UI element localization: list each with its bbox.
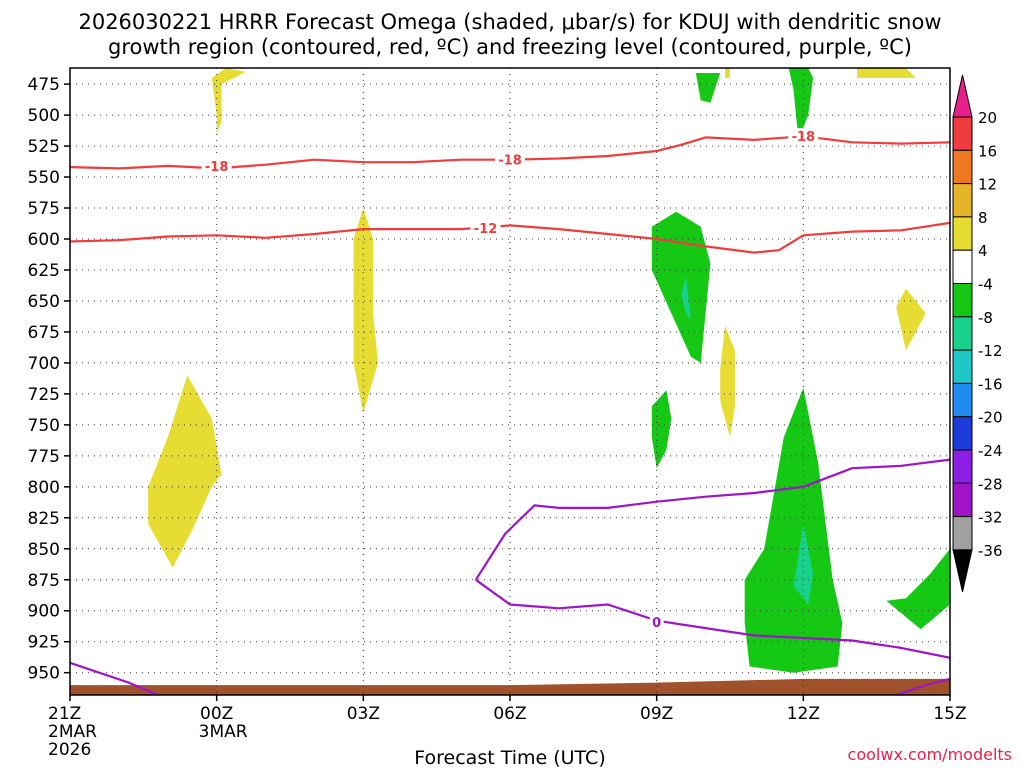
colorbar-swatch xyxy=(952,149,973,185)
dgz-upper-label-3-bg xyxy=(788,128,819,144)
y-tick-label: 525 xyxy=(28,137,60,157)
y-tick-label: 500 xyxy=(28,106,60,126)
x-axis-title: Forecast Time (UTC) xyxy=(414,747,605,768)
credit-text: coolwx.com/modelts xyxy=(848,745,1012,764)
colorbar-swatch xyxy=(952,216,973,251)
colorbar-label: -12 xyxy=(978,342,1003,360)
x-tick-label: 00Z xyxy=(200,704,233,724)
y-tick-label: 675 xyxy=(28,323,60,343)
colorbar-label: -16 xyxy=(978,375,1003,393)
y-tick-label: 625 xyxy=(28,261,60,281)
chart-title-line1: 2026030221 HRRR Forecast Omega (shaded, … xyxy=(78,10,941,34)
freezing-level-contour-bottom-right xyxy=(895,677,950,695)
x-tick-label: 15Z xyxy=(933,704,966,724)
colorbar-label: -32 xyxy=(978,509,1003,527)
omega-region-pos-5 xyxy=(857,68,916,78)
y-axis: 475 500 525 550 575 600 625 650 675 700 725 750 775 8… xyxy=(28,75,70,684)
dgz-lower-label-bg xyxy=(470,219,501,235)
colorbar-swatch xyxy=(952,116,973,151)
freezing-level-contour-bottom xyxy=(70,661,159,695)
colorbar-swatch xyxy=(952,316,973,351)
dgz-upper-label-1: -18 xyxy=(205,160,229,175)
dgz-lower-label: -12 xyxy=(474,222,498,237)
colorbar-label: -24 xyxy=(978,442,1003,460)
omega-region-neg-9 xyxy=(695,73,721,103)
x-tick-label: 03Z xyxy=(347,704,380,724)
y-tick-label: 650 xyxy=(28,292,60,312)
omega-region-neg-10 xyxy=(788,68,814,140)
freezing-level-contour-lower xyxy=(475,578,950,659)
x-tick-label: 2026 xyxy=(48,740,91,760)
colorbar-swatch xyxy=(952,349,973,384)
y-tick-label: 800 xyxy=(28,478,60,498)
colorbar-label: 4 xyxy=(978,242,988,260)
omega-region-neg-13 xyxy=(793,524,814,605)
colorbar-swatch xyxy=(952,382,973,418)
freezing-label: 0 xyxy=(652,616,661,631)
colorbar-label: 20 xyxy=(978,109,997,127)
omega-region-pos-4 xyxy=(896,288,926,351)
omega-region-pos-2 xyxy=(148,375,222,568)
y-tick-label: 550 xyxy=(28,168,60,188)
colorbar-swatch xyxy=(952,482,973,518)
omega-region-neg-8 xyxy=(651,390,672,469)
x-tick-label: 09Z xyxy=(640,704,673,724)
colorbar-label: -20 xyxy=(978,409,1003,427)
y-tick-label: 850 xyxy=(28,540,60,560)
colorbar-swatch xyxy=(952,449,973,484)
x-tick-label: 3MAR xyxy=(199,722,248,742)
colorbar-bottom-arrow xyxy=(952,549,973,593)
dgz-lower-contour xyxy=(70,221,950,254)
colorbar-swatch xyxy=(952,416,973,451)
y-tick-label: 775 xyxy=(28,447,60,467)
colorbar-swatch xyxy=(952,516,973,551)
colorbar-label: 12 xyxy=(978,176,997,194)
colorbar-label: -36 xyxy=(978,542,1003,560)
x-tick-label: 21Z xyxy=(48,704,81,724)
omega-region-neg-11 xyxy=(744,387,843,673)
freezing-level-contour-upper xyxy=(474,458,950,581)
x-tick-label: 12Z xyxy=(787,704,820,724)
contour-lines: -18 -18 -18 -12 0 xyxy=(70,128,950,695)
colorbar-swatch xyxy=(952,183,973,218)
freezing-label-bg xyxy=(649,613,664,629)
y-tick-label: 725 xyxy=(28,385,60,405)
dgz-upper-label-2-bg xyxy=(495,151,525,167)
y-tick-label: 475 xyxy=(28,75,60,95)
y-tick-label: 925 xyxy=(28,633,60,653)
y-tick-label: 750 xyxy=(28,416,60,436)
x-tick-label: 2MAR xyxy=(48,722,97,742)
colorbar-label: 8 xyxy=(978,209,988,227)
y-tick-label: 575 xyxy=(28,199,60,219)
omega-region-neg-7 xyxy=(651,211,711,363)
x-tick-label: 06Z xyxy=(493,704,526,724)
colorbar-swatch xyxy=(952,283,973,318)
omega-region-pos-3 xyxy=(720,325,735,438)
omega-region-neg-12 xyxy=(886,548,950,630)
colorbar-label: -28 xyxy=(978,475,1003,493)
y-tick-label: 600 xyxy=(28,230,60,250)
omega-region-pos-6 xyxy=(725,68,730,78)
y-tick-label: 900 xyxy=(28,602,60,622)
colorbar-label: -4 xyxy=(978,276,993,294)
y-tick-label: 825 xyxy=(28,509,60,529)
gridlines xyxy=(70,68,950,695)
omega-region-pos-1 xyxy=(353,208,378,413)
colorbar-label: -8 xyxy=(978,309,993,327)
colorbar-swatch xyxy=(952,249,973,284)
dgz-upper-label-2: -18 xyxy=(498,154,522,169)
y-tick-label: 875 xyxy=(28,571,60,591)
omega-shading xyxy=(148,68,950,673)
dgz-upper-label-3: -18 xyxy=(792,130,816,145)
chart-title-line2: growth region (contoured, red, ºC) and f… xyxy=(108,35,912,59)
omega-region-neg-14 xyxy=(681,276,691,320)
dgz-upper-label-1-bg xyxy=(201,157,232,173)
y-tick-label: 700 xyxy=(28,354,60,374)
y-tick-label: 950 xyxy=(28,664,60,684)
colorbar: 20 16 12 8 4 -4 -8 -12 -16 -20 -24 -28 -32 -36 xyxy=(952,74,1003,593)
colorbar-label: 16 xyxy=(978,142,997,160)
